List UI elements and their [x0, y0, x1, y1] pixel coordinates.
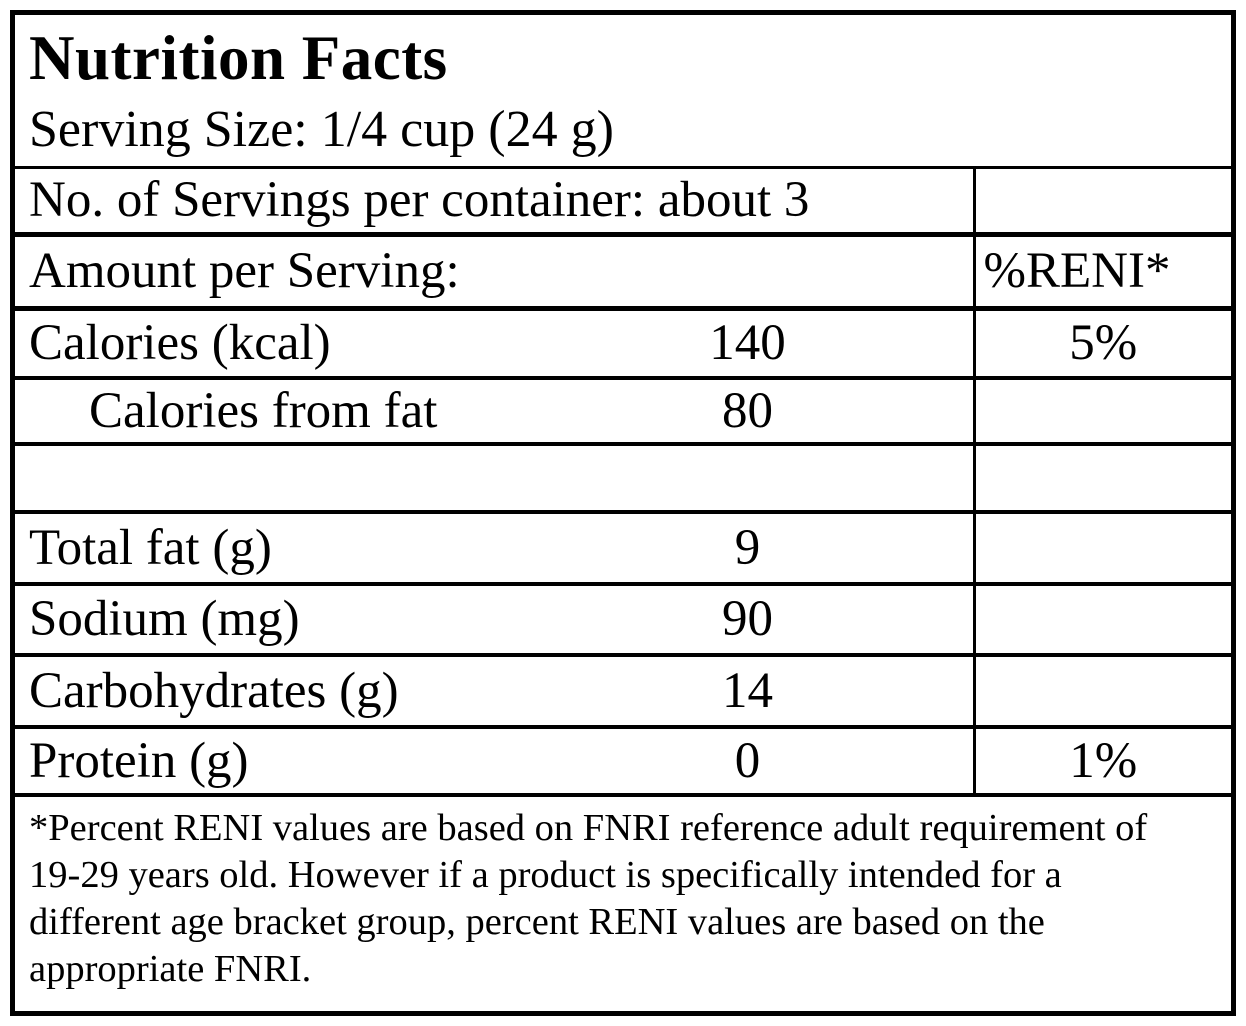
- nutrient-name: Protein (g): [29, 732, 249, 789]
- nutrient-name: Carbohydrates (g): [29, 662, 399, 719]
- reni-value: [972, 444, 1231, 514]
- nutrient-value: 9: [734, 519, 761, 576]
- servings-per-container-reni-cell: [972, 167, 1231, 237]
- nutrition-facts-label: Nutrition Facts Serving Size: 1/4 cup (2…: [10, 10, 1236, 1016]
- reni-column-header: %RENI*: [972, 234, 1231, 311]
- nutrient-value: 90: [722, 591, 773, 648]
- reni-value: [972, 655, 1231, 729]
- servings-per-container-text: No. of Servings per container: about 3: [15, 167, 974, 237]
- nutrient-value: 0: [734, 732, 761, 789]
- nutrient-value: 140: [709, 315, 786, 372]
- table-row: Calories (kcal) 140: [15, 308, 974, 380]
- table-row: Sodium (mg) 90: [15, 584, 974, 657]
- label-title: Nutrition Facts: [29, 23, 448, 94]
- footnote-line: different age bracket group, percent REN…: [29, 901, 1045, 943]
- reni-value: [972, 584, 1231, 657]
- table-row: Total fat (g) 9: [15, 512, 974, 586]
- table-row: [15, 444, 974, 514]
- nutrient-name: Calories (kcal): [29, 315, 331, 372]
- reni-value: [972, 378, 1231, 446]
- nutrient-name: Calories from fat: [89, 382, 438, 439]
- reni-value: 1%: [972, 727, 1231, 797]
- title-block: Nutrition Facts Serving Size: 1/4 cup (2…: [15, 15, 1231, 169]
- footnote-line: appropriate FNRI.: [29, 948, 312, 990]
- nutrient-name: Sodium (mg): [29, 591, 300, 648]
- nutrient-value: 80: [722, 382, 773, 439]
- reni-value: 5%: [972, 308, 1231, 380]
- nutrient-value: 14: [722, 662, 773, 719]
- footnote-line: *Percent RENI values are based on FNRI r…: [29, 807, 1148, 849]
- table-row: Carbohydrates (g) 14: [15, 655, 974, 729]
- table-row: Calories from fat 80: [15, 378, 974, 446]
- footnote-line: 19-29 years old. However if a product is…: [29, 854, 1062, 896]
- footnote: *Percent RENI values are based on FNRI r…: [15, 795, 1231, 1011]
- reni-value: [972, 512, 1231, 586]
- nutrition-facts-table: Nutrition Facts Serving Size: 1/4 cup (2…: [15, 15, 1231, 1011]
- nutrient-name: Total fat (g): [29, 519, 272, 576]
- amount-per-serving-header: Amount per Serving:: [15, 234, 974, 311]
- serving-size-text: Serving Size: 1/4 cup (24 g): [29, 101, 614, 159]
- table-row: Protein (g) 0: [15, 727, 974, 797]
